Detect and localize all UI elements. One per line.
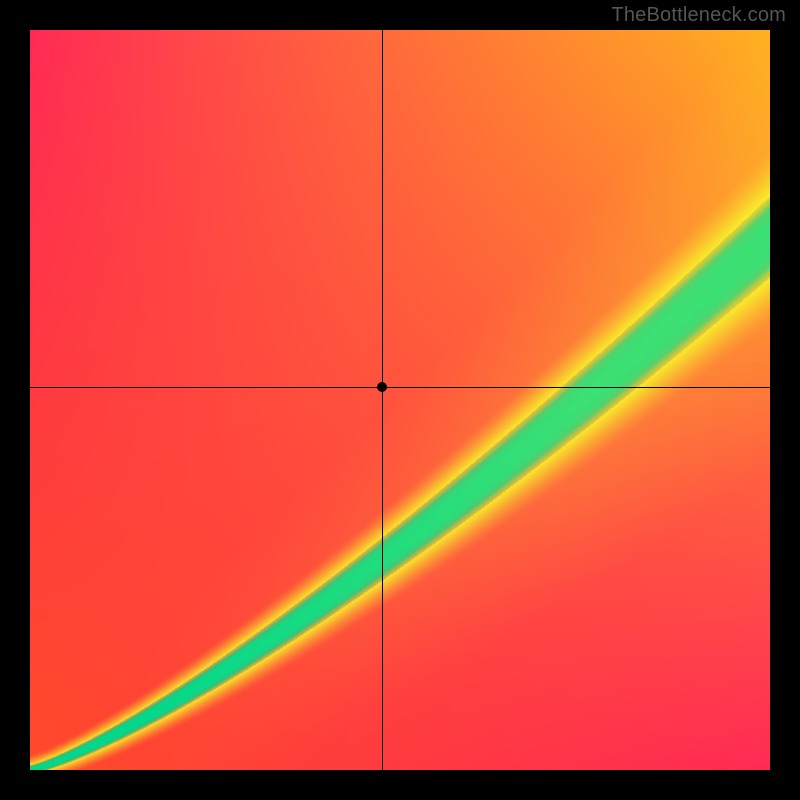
watermark-text: TheBottleneck.com xyxy=(611,4,786,27)
chart-container: TheBottleneck.com xyxy=(0,0,800,800)
crosshair-vertical xyxy=(382,30,383,770)
crosshair-horizontal xyxy=(30,387,770,388)
heatmap-canvas xyxy=(30,30,770,770)
plot-area xyxy=(30,30,770,770)
crosshair-marker xyxy=(377,382,387,392)
